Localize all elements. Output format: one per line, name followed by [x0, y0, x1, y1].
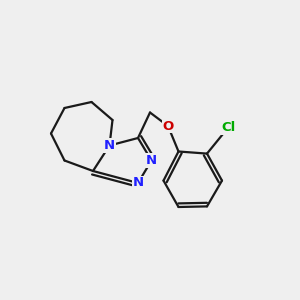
Text: N: N: [104, 139, 115, 152]
Text: N: N: [146, 154, 157, 167]
Text: Cl: Cl: [221, 121, 235, 134]
Text: O: O: [162, 119, 174, 133]
Text: N: N: [132, 176, 144, 190]
